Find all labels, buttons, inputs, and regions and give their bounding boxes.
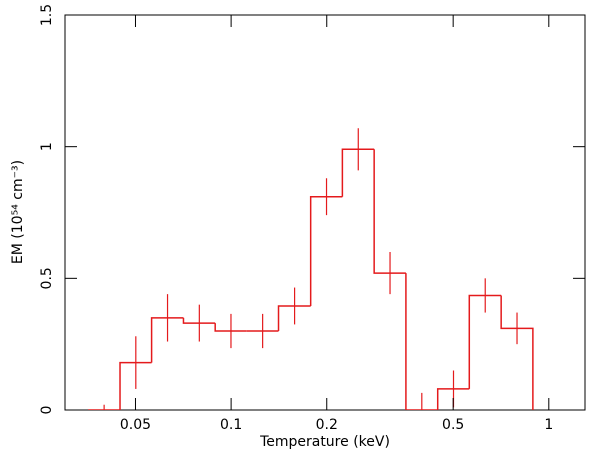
bar-step xyxy=(468,294,502,389)
plot-area xyxy=(88,128,534,410)
x-tick-label: 0.1 xyxy=(220,417,242,433)
bar-step xyxy=(182,317,216,324)
bar-step xyxy=(373,149,406,274)
x-tick-label: 0.2 xyxy=(316,417,338,433)
plot-frame xyxy=(64,14,586,411)
bar-step xyxy=(214,323,247,332)
x-tick-label: 0.05 xyxy=(120,417,151,433)
bar-step xyxy=(277,305,311,331)
bar-step xyxy=(341,148,375,197)
bar-step xyxy=(405,273,438,410)
y-axis-label: EM (10⁵⁴ cm⁻³) xyxy=(10,160,26,264)
y-tick-label: 0.5 xyxy=(39,267,55,289)
x-tick-label: 0.5 xyxy=(442,417,464,433)
bar-step xyxy=(119,361,152,410)
bar-step xyxy=(309,195,343,306)
y-tick-label: 1 xyxy=(39,142,55,151)
x-tick-label: 1 xyxy=(544,417,553,433)
y-tick-label: 0 xyxy=(39,406,55,415)
bar-step xyxy=(436,388,470,410)
bar-step xyxy=(150,317,184,363)
x-axis-label: Temperature (keV) xyxy=(259,434,390,450)
y-tick-label: 1.5 xyxy=(39,4,55,26)
